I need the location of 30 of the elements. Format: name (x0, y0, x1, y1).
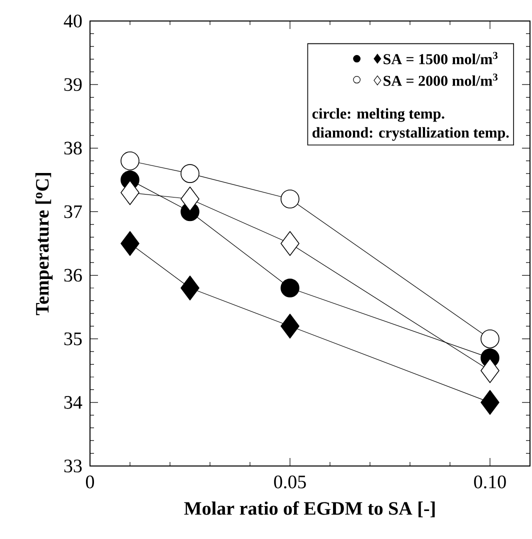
y-tick-label: 34 (64, 396, 82, 409)
point (480, 390, 500, 415)
x-axis-title: Molar ratio of EGDM to SA [-] (184, 501, 435, 518)
point (280, 314, 300, 339)
legend-label: SA = 1500 mol/m$^{3}$ (384, 52, 498, 64)
annotation: circle: melting temp. (312, 108, 444, 122)
point (180, 164, 200, 183)
point (180, 186, 200, 212)
point (180, 276, 200, 300)
y-axis-title: Temperature [$^{o}$C] (35, 173, 53, 316)
point (120, 231, 140, 256)
y-tick-label: 39 (64, 78, 82, 91)
point (120, 180, 140, 206)
y-tick-label: 35 (64, 332, 82, 346)
y-tick-label: 33 (64, 460, 82, 472)
legend-label: SA = 2000 mol/m$^{3}$ (384, 74, 498, 86)
x-tick-label: 0 (86, 476, 94, 488)
x-tick-label: 0.05 (274, 476, 306, 488)
y-tick-label: 36 (64, 268, 82, 282)
point (480, 329, 500, 348)
y-tick-label: 37 (64, 205, 82, 218)
point (280, 278, 300, 298)
point (280, 231, 300, 256)
point (280, 190, 300, 208)
y-tick-label: 40 (64, 14, 82, 28)
x-tick-label: 0.10 (474, 476, 506, 488)
point (120, 151, 140, 170)
y-tick-label: 38 (64, 142, 82, 155)
point (480, 358, 500, 384)
annotation: diamond: crystallization temp. (312, 127, 509, 141)
